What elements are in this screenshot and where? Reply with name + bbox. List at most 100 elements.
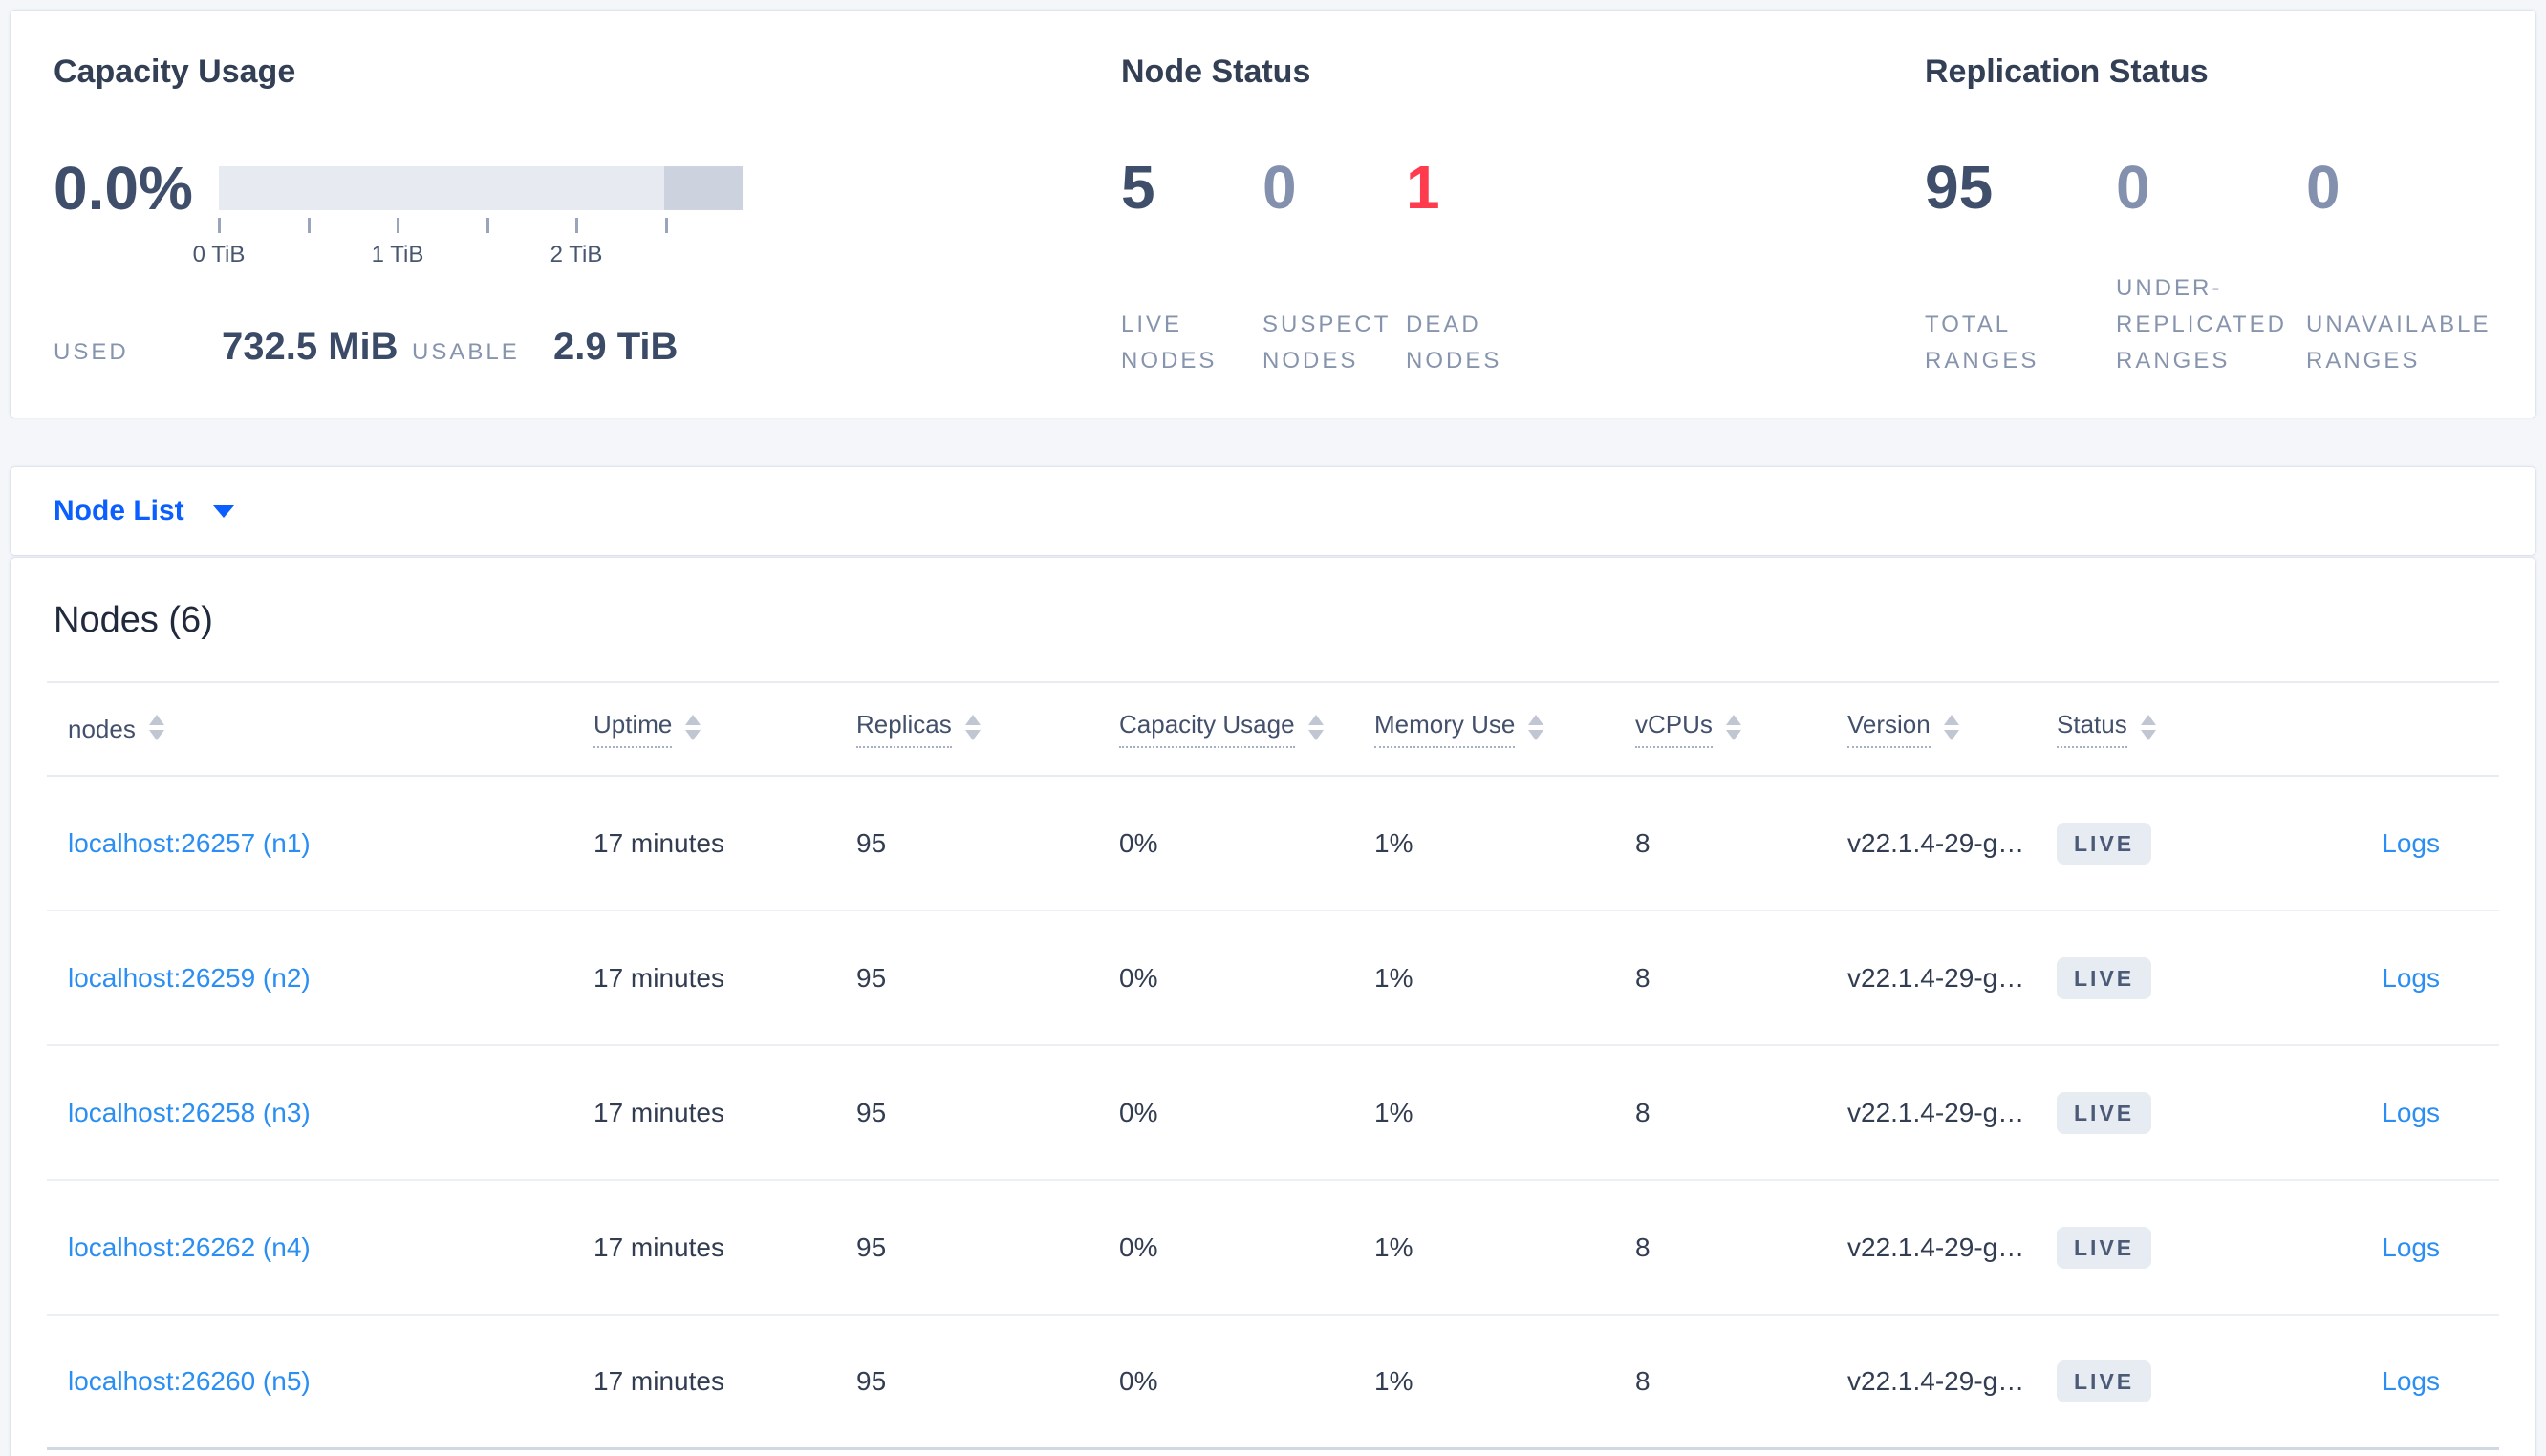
replicas-cell: 95: [856, 827, 887, 858]
capacity-usage-title: Capacity Usage: [54, 54, 296, 90]
sort-icon[interactable]: [148, 714, 164, 740]
capacity-axis-label: 0 TiB: [192, 242, 246, 268]
replicas-cell: 95: [856, 962, 887, 993]
version-cell: v22.1.4-29-g…: [1847, 1366, 2025, 1396]
logs-link[interactable]: Logs: [2382, 1366, 2440, 1396]
unavailable-ranges-count: 0: [2306, 153, 2341, 222]
node-address-link[interactable]: localhost:26257 (n1): [68, 827, 311, 858]
vcpus-cell: 8: [1635, 827, 1651, 858]
uptime-cell: 17 minutes: [593, 1366, 724, 1396]
dead-nodes-count: 1: [1406, 153, 1440, 222]
capacity-axis-tick: [397, 218, 399, 233]
replicas-cell: 95: [856, 1097, 887, 1127]
version-cell: v22.1.4-29-g…: [1847, 1097, 2025, 1127]
logs-link[interactable]: Logs: [2382, 1231, 2440, 1262]
status-badge: LIVE: [2057, 1091, 2152, 1134]
logs-link[interactable]: Logs: [2382, 962, 2440, 993]
vcpus-cell: 8: [1635, 1231, 1651, 1262]
node-address-link[interactable]: localhost:26258 (n3): [68, 1097, 311, 1127]
uptime-cell: 17 minutes: [593, 962, 724, 993]
replication-status-title: Replication Status: [1925, 54, 2209, 90]
column-header-version[interactable]: Version: [1847, 710, 2057, 748]
memory-use-cell: 1%: [1374, 1097, 1413, 1127]
memory-use-cell: 1%: [1374, 962, 1413, 993]
chevron-down-icon[interactable]: [212, 504, 234, 518]
view-selector-bar: Node List: [10, 466, 2536, 556]
sort-icon[interactable]: [1725, 714, 1741, 740]
node-address-link[interactable]: localhost:26259 (n2): [68, 962, 311, 993]
uptime-cell: 17 minutes: [593, 1231, 724, 1262]
sort-icon[interactable]: [964, 714, 981, 740]
capacity-axis-tick: [218, 218, 221, 233]
nodes-table: nodes Uptime Replicas Capacity Usage Mem…: [47, 681, 2499, 1450]
column-header-memory-use[interactable]: Memory Use: [1374, 710, 1635, 748]
column-header-replicas[interactable]: Replicas: [856, 710, 1119, 748]
logs-link[interactable]: Logs: [2382, 1097, 2440, 1127]
column-header-status[interactable]: Status: [2057, 710, 2248, 748]
dead-nodes-label: DEAD NODES: [1406, 311, 1502, 374]
capacity-axis-tick: [486, 218, 489, 233]
capacity-axis-tick: [575, 218, 578, 233]
live-nodes-count: 5: [1121, 153, 1155, 222]
under-replicated-ranges-label: UNDER-REPLICATED RANGES: [2116, 275, 2287, 374]
usable-value: 2.9 TiB: [553, 326, 679, 368]
suspect-nodes-label: SUSPECT NODES: [1262, 311, 1391, 374]
status-badge: LIVE: [2057, 1226, 2152, 1269]
live-nodes-label: LIVE NODES: [1121, 311, 1218, 374]
sort-icon[interactable]: [1943, 714, 1959, 740]
capacity-percent: 0.0%: [54, 154, 193, 223]
memory-use-cell: 1%: [1374, 1231, 1413, 1262]
capacity-bar-reserved-segment: [664, 166, 743, 210]
column-header-nodes[interactable]: nodes: [47, 714, 593, 744]
table-header-row: nodes Uptime Replicas Capacity Usage Mem…: [47, 681, 2499, 777]
capacity-usage-cell: 0%: [1119, 827, 1158, 858]
sort-icon[interactable]: [685, 714, 701, 740]
sort-icon[interactable]: [2140, 714, 2156, 740]
column-header-vcpus[interactable]: vCPUs: [1635, 710, 1847, 748]
uptime-cell: 17 minutes: [593, 827, 724, 858]
uptime-cell: 17 minutes: [593, 1097, 724, 1127]
replicas-cell: 95: [856, 1366, 887, 1396]
node-address-link[interactable]: localhost:26262 (n4): [68, 1231, 311, 1262]
capacity-axis-label: 1 TiB: [371, 242, 424, 268]
column-header-capacity-usage[interactable]: Capacity Usage: [1119, 710, 1374, 748]
version-cell: v22.1.4-29-g…: [1847, 962, 2025, 993]
node-list-dropdown[interactable]: Node List: [54, 495, 184, 526]
table-row: localhost:26259 (n2) 17 minutes 95 0% 1%…: [47, 911, 2499, 1046]
sort-icon[interactable]: [1528, 714, 1544, 740]
total-ranges-count: 95: [1925, 153, 1994, 222]
status-badge: LIVE: [2057, 1360, 2152, 1402]
capacity-axis-tick: [308, 218, 311, 233]
capacity-used-usable-row: USED 732.5 MiB USABLE 2.9 TiB: [54, 326, 678, 369]
suspect-nodes-count: 0: [1262, 153, 1297, 222]
capacity-axis-label: 2 TiB: [550, 242, 603, 268]
version-cell: v22.1.4-29-g…: [1847, 827, 2025, 858]
usable-label: USABLE: [412, 339, 520, 365]
capacity-usage-cell: 0%: [1119, 1366, 1158, 1396]
table-row: localhost:26257 (n1) 17 minutes 95 0% 1%…: [47, 777, 2499, 911]
sort-icon[interactable]: [1307, 714, 1324, 740]
unavailable-ranges-label: UNAVAILABLE RANGES: [2306, 311, 2492, 374]
vcpus-cell: 8: [1635, 962, 1651, 993]
vcpus-cell: 8: [1635, 1366, 1651, 1396]
vcpus-cell: 8: [1635, 1097, 1651, 1127]
node-address-link[interactable]: localhost:26260 (n5): [68, 1366, 311, 1396]
logs-link[interactable]: Logs: [2382, 827, 2440, 858]
used-label: USED: [54, 339, 129, 365]
node-status-title: Node Status: [1121, 54, 1311, 90]
capacity-usage-bar: [219, 166, 743, 210]
under-replicated-ranges-count: 0: [2116, 153, 2150, 222]
table-row: localhost:26262 (n4) 17 minutes 95 0% 1%…: [47, 1181, 2499, 1316]
capacity-usage-cell: 0%: [1119, 1231, 1158, 1262]
version-cell: v22.1.4-29-g…: [1847, 1231, 2025, 1262]
column-header-uptime[interactable]: Uptime: [593, 710, 856, 748]
table-row: localhost:26258 (n3) 17 minutes 95 0% 1%…: [47, 1046, 2499, 1181]
status-badge: LIVE: [2057, 956, 2152, 999]
nodes-section-title: Nodes (6): [54, 600, 213, 640]
capacity-usage-cell: 0%: [1119, 1097, 1158, 1127]
replicas-cell: 95: [856, 1231, 887, 1262]
status-badge: LIVE: [2057, 822, 2152, 865]
capacity-usage-cell: 0%: [1119, 962, 1158, 993]
nodes-table-panel: Nodes (6) nodes Uptime Replicas Capacity…: [10, 557, 2536, 1456]
used-value: 732.5 MiB: [222, 326, 399, 368]
